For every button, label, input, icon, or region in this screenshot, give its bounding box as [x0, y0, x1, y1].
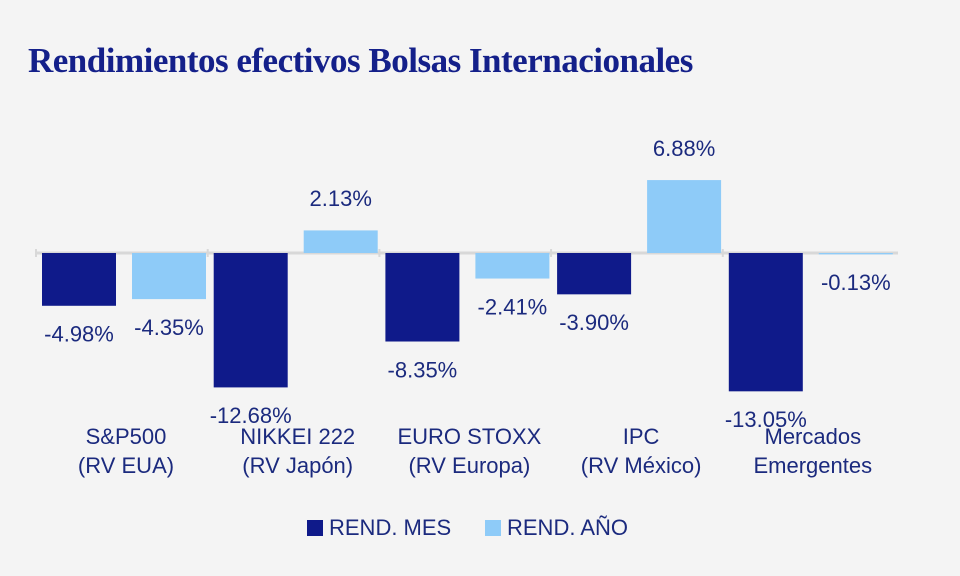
value-label: 6.88%: [653, 136, 715, 161]
value-label: -13.05%: [725, 407, 807, 432]
bar: [42, 253, 116, 306]
bar: [213, 253, 288, 388]
x-tick-label: S&P500: [86, 424, 167, 449]
x-tick-label: (RV Japón): [242, 453, 353, 478]
bar: [818, 253, 893, 255]
value-label: -3.90%: [559, 310, 629, 335]
value-label: -4.35%: [134, 315, 204, 340]
bar: [385, 253, 460, 342]
x-tick-label: (RV Europa): [408, 453, 530, 478]
bar: [647, 180, 722, 253]
x-tick-label: EURO STOXX: [397, 424, 541, 449]
legend-label: REND. MES: [329, 515, 451, 540]
value-label: -4.98%: [44, 322, 114, 347]
value-label: -0.13%: [821, 270, 891, 295]
value-label: -2.41%: [478, 294, 548, 319]
x-tick-label: (RV México): [581, 453, 702, 478]
value-label: -12.68%: [210, 403, 292, 428]
value-label: -8.35%: [388, 357, 458, 382]
bar: [303, 230, 378, 253]
chart-title: Rendimientos efectivos Bolsas Internacio…: [28, 41, 693, 80]
x-tick-label: IPC: [623, 424, 660, 449]
bar: [557, 253, 632, 295]
bar: [728, 253, 803, 392]
legend-swatch: [485, 520, 501, 536]
bar: [475, 253, 550, 279]
value-label: 2.13%: [310, 186, 372, 211]
legend-label: REND. AÑO: [507, 515, 628, 540]
x-tick-label: NIKKEI 222: [240, 424, 355, 449]
x-tick-label: (RV EUA): [78, 453, 174, 478]
bar: [132, 253, 206, 300]
x-tick-label: Emergentes: [753, 453, 872, 478]
legend-swatch: [307, 520, 323, 536]
x-tick-label: Mercados: [765, 424, 862, 449]
